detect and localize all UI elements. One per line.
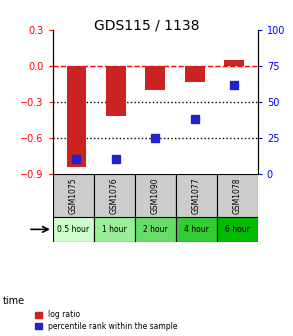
FancyBboxPatch shape [94,174,135,217]
Text: GSM1090: GSM1090 [151,177,160,214]
Text: 1 hour: 1 hour [102,225,127,234]
FancyBboxPatch shape [53,217,94,242]
Legend: log ratio, percentile rank within the sample: log ratio, percentile rank within the sa… [33,309,179,332]
Bar [224,60,244,66]
FancyBboxPatch shape [53,174,94,217]
Text: 0.5 hour: 0.5 hour [57,225,89,234]
Bar [185,66,205,82]
FancyBboxPatch shape [135,217,176,242]
FancyBboxPatch shape [217,174,258,217]
FancyBboxPatch shape [135,174,176,217]
Bar [106,66,126,116]
Bar [67,66,86,167]
Text: 2 hour: 2 hour [143,225,168,234]
Text: GSM1078: GSM1078 [233,177,242,214]
FancyBboxPatch shape [94,217,135,242]
Text: time: time [3,296,25,306]
Text: GSM1075: GSM1075 [69,177,78,214]
Text: GSM1076: GSM1076 [110,177,119,214]
Text: 6 hour: 6 hour [225,225,250,234]
Text: 4 hour: 4 hour [184,225,209,234]
Text: GDS115 / 1138: GDS115 / 1138 [94,18,199,33]
FancyBboxPatch shape [176,217,217,242]
FancyBboxPatch shape [176,174,217,217]
Bar [145,66,165,90]
FancyBboxPatch shape [217,217,258,242]
Text: GSM1077: GSM1077 [192,177,201,214]
